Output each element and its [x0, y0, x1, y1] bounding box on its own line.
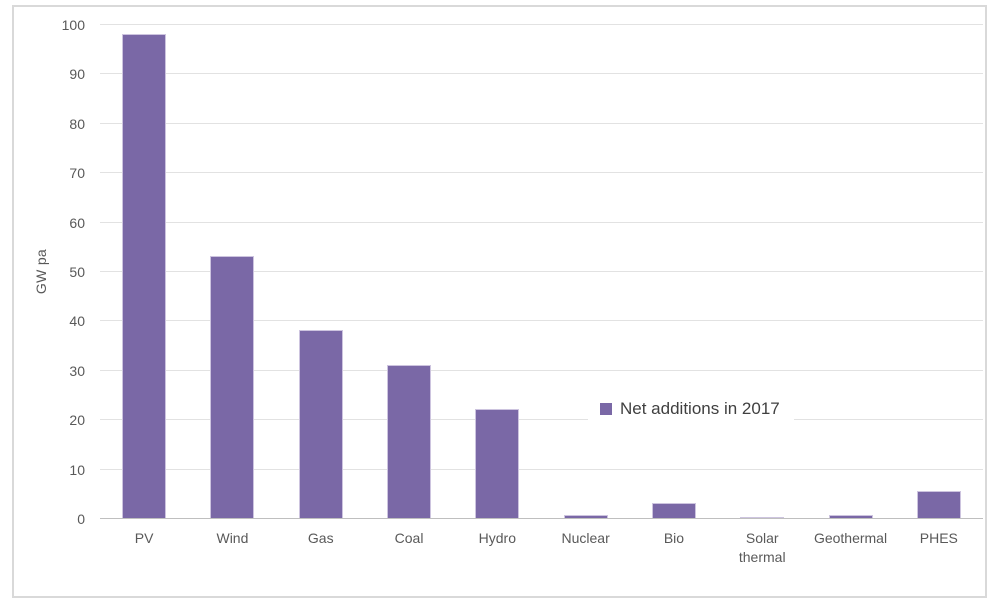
x-axis-labels: PV Wind Gas Coal Hydro Nuclear Bio Solar therma… [100, 529, 983, 567]
bar-pv [122, 33, 167, 518]
y-tick-label: 80 [69, 115, 85, 132]
y-tick-label: 90 [69, 66, 85, 83]
y-tick-label: 20 [69, 412, 85, 429]
x-category-slot: Gas [277, 529, 365, 567]
x-category-slot: PHES [895, 529, 983, 567]
y-tick-label: 0 [77, 511, 85, 527]
legend-swatch [600, 402, 612, 415]
bar-solar-thermal [740, 516, 785, 518]
gridline [100, 122, 983, 124]
x-category-slot: Wind [188, 529, 276, 567]
y-tick-label: 40 [69, 313, 85, 330]
x-category-label: Wind [216, 530, 249, 546]
gridline [100, 172, 983, 174]
x-category-label: Geothermal [813, 530, 888, 546]
x-category-label: Nuclear [561, 530, 610, 546]
y-tick-label: 50 [69, 264, 85, 280]
y-tick-label: 70 [69, 165, 85, 182]
bar-gas [298, 330, 343, 518]
legend-label: Net additions in 2017 [620, 399, 780, 418]
gridline [100, 419, 983, 421]
x-category-label: Gas [307, 530, 334, 546]
bar-hydro [475, 409, 520, 518]
x-category-slot: Bio [630, 529, 718, 567]
y-axis-ticks: 0 10 20 30 40 50 60 70 80 90 100 [0, 17, 85, 527]
bar-nuclear [563, 515, 608, 518]
x-category-slot: Hydro [453, 529, 541, 567]
bar-geothermal [828, 515, 873, 518]
y-tick-label: 100 [61, 17, 85, 33]
bar-wind [210, 256, 255, 518]
x-category-label: PHES [919, 530, 958, 546]
x-category-label: Bio [663, 530, 685, 546]
plot-area [100, 24, 983, 519]
x-category-label: Solar thermal [738, 530, 786, 565]
legend: Net additions in 2017 [588, 392, 794, 425]
bar-phes [916, 490, 961, 518]
y-tick-label: 60 [69, 214, 85, 231]
y-tick-label: 30 [69, 362, 85, 379]
bar-bio [651, 503, 696, 518]
gridline [100, 221, 983, 223]
gridline [100, 271, 983, 272]
bar-coal [387, 364, 432, 518]
gridline [100, 320, 983, 322]
gridline [100, 369, 983, 371]
x-category-label: PV [134, 530, 154, 546]
gridline [100, 73, 983, 75]
x-category-label: Coal [394, 530, 424, 546]
x-category-slot: Solar thermal [718, 529, 806, 567]
gridline [100, 24, 983, 25]
y-tick-label: 10 [69, 461, 85, 478]
x-category-slot: Geothermal [806, 529, 894, 567]
x-category-slot: PV [100, 529, 188, 567]
gridline [100, 468, 983, 470]
x-category-label: Hydro [478, 530, 517, 546]
x-category-slot: Nuclear [541, 529, 629, 567]
x-category-slot: Coal [365, 529, 453, 567]
